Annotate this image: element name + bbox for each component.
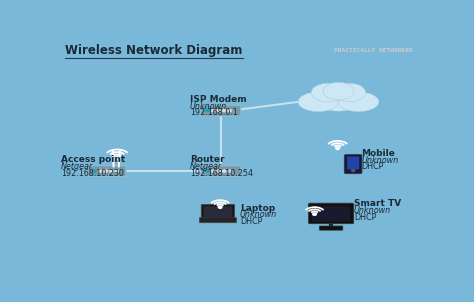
Text: DHCP: DHCP	[361, 162, 383, 171]
Circle shape	[109, 170, 113, 172]
Circle shape	[228, 110, 231, 112]
FancyBboxPatch shape	[201, 105, 241, 116]
Ellipse shape	[311, 83, 345, 102]
Circle shape	[217, 170, 220, 172]
Text: Router: Router	[190, 155, 224, 164]
Circle shape	[116, 156, 119, 159]
FancyBboxPatch shape	[319, 226, 343, 230]
Circle shape	[99, 170, 102, 172]
Circle shape	[352, 170, 355, 172]
Circle shape	[222, 170, 226, 172]
Text: Netgear: Netgear	[61, 162, 93, 171]
Text: Laptop: Laptop	[240, 204, 275, 213]
Ellipse shape	[323, 82, 354, 100]
Text: Smart TV: Smart TV	[354, 199, 401, 208]
Circle shape	[115, 170, 118, 172]
Text: DHCP: DHCP	[354, 213, 376, 222]
Ellipse shape	[313, 87, 364, 111]
Ellipse shape	[332, 83, 365, 102]
Text: Access point: Access point	[61, 155, 125, 164]
Text: 192.168.0.1: 192.168.0.1	[190, 108, 237, 117]
Circle shape	[228, 170, 231, 172]
Ellipse shape	[338, 92, 379, 111]
Circle shape	[217, 110, 220, 112]
Circle shape	[219, 206, 222, 208]
Ellipse shape	[298, 92, 338, 111]
FancyBboxPatch shape	[347, 156, 359, 169]
Text: Unknown: Unknown	[361, 156, 399, 165]
Text: Unknown: Unknown	[240, 210, 277, 220]
Text: ISP Modem: ISP Modem	[190, 95, 246, 104]
FancyBboxPatch shape	[200, 218, 237, 223]
Text: 192.168.10.230: 192.168.10.230	[61, 169, 124, 178]
Circle shape	[206, 110, 210, 112]
Circle shape	[104, 170, 108, 172]
Circle shape	[222, 110, 226, 112]
Text: Unknown: Unknown	[190, 102, 227, 111]
FancyBboxPatch shape	[204, 207, 232, 218]
FancyBboxPatch shape	[309, 203, 354, 224]
FancyBboxPatch shape	[344, 155, 362, 174]
Text: Netgear: Netgear	[190, 162, 222, 171]
FancyBboxPatch shape	[312, 206, 350, 222]
FancyBboxPatch shape	[201, 204, 235, 219]
Circle shape	[211, 110, 215, 112]
Circle shape	[336, 147, 339, 149]
Circle shape	[313, 213, 316, 215]
Text: Mobile: Mobile	[361, 149, 395, 158]
FancyBboxPatch shape	[88, 166, 126, 176]
FancyBboxPatch shape	[201, 166, 241, 176]
Circle shape	[93, 170, 96, 172]
Circle shape	[206, 170, 210, 172]
Text: DHCP: DHCP	[240, 217, 263, 226]
Text: 192.168.10.254: 192.168.10.254	[190, 169, 253, 178]
Circle shape	[211, 170, 215, 172]
Text: Unknown: Unknown	[354, 206, 391, 215]
Text: Wireless Network Diagram: Wireless Network Diagram	[65, 44, 242, 57]
